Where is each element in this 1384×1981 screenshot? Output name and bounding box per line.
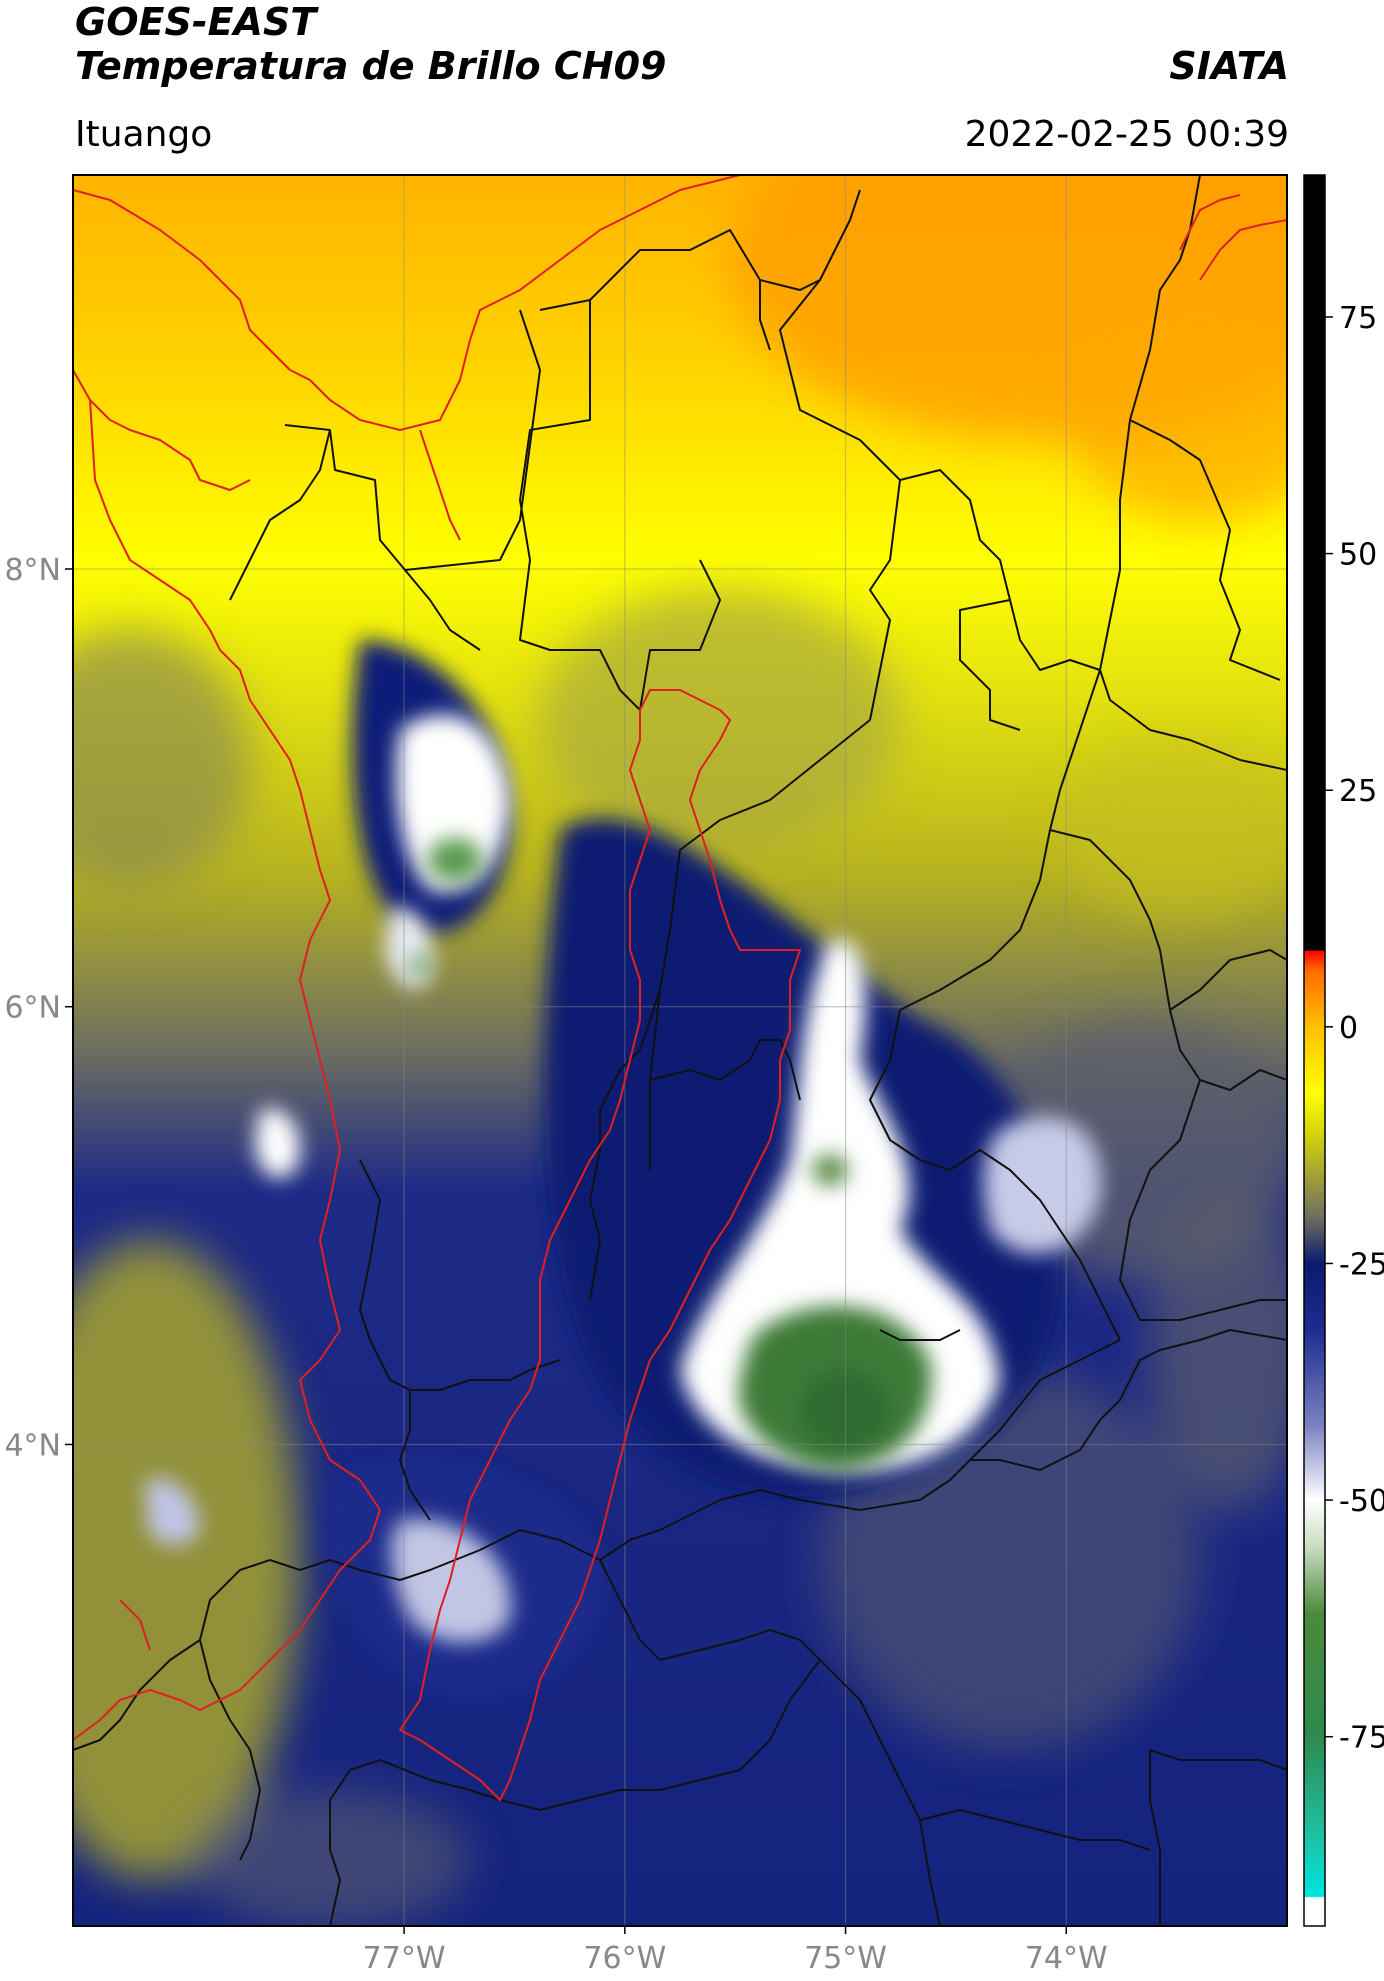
colorbar (1303, 174, 1326, 1927)
product-title: Temperatura de Brillo CH09 (75, 44, 667, 88)
lon-tick-label: 75°W (804, 1941, 887, 1976)
datetime-label: 2022-02-25 00:39 (964, 114, 1289, 155)
colorbar-tick-label: -50 (1339, 1484, 1384, 1519)
lat-tick-label: 4°N (4, 1428, 61, 1463)
department-boundaries (73, 175, 1287, 1926)
colorbar-tick-label: 50 (1339, 538, 1377, 573)
colorbar-tick-label: -75 (1339, 1721, 1384, 1756)
satellite-field (73, 175, 1287, 1926)
lat-tick-label: 8°N (4, 553, 61, 588)
region-label: Ituango (75, 114, 213, 155)
lat-tick-label: 6°N (4, 991, 61, 1026)
highlighted-boundaries (73, 175, 1287, 1801)
longitude-ticks: 77°W 76°W 75°W 74°W (363, 1926, 1108, 1976)
colorbar-tick-label: -25 (1339, 1247, 1384, 1282)
latitude-ticks: 8°N 6°N 4°N (4, 553, 73, 1463)
colorbar-tick-label: 0 (1339, 1011, 1358, 1046)
colorbar-tick-label: 25 (1339, 774, 1377, 809)
map-frame (72, 174, 1288, 1927)
lon-tick-label: 74°W (1025, 1941, 1108, 1976)
organization-label: SIATA (1169, 44, 1289, 88)
colorbar-tick-label: 75 (1339, 301, 1377, 336)
colorbar-ticks: 75 50 25 0 -25 -50 -75 (1325, 301, 1384, 1756)
satellite-title: GOES-EAST (75, 0, 317, 44)
lon-tick-label: 76°W (583, 1941, 666, 1976)
lon-tick-label: 77°W (363, 1941, 446, 1976)
